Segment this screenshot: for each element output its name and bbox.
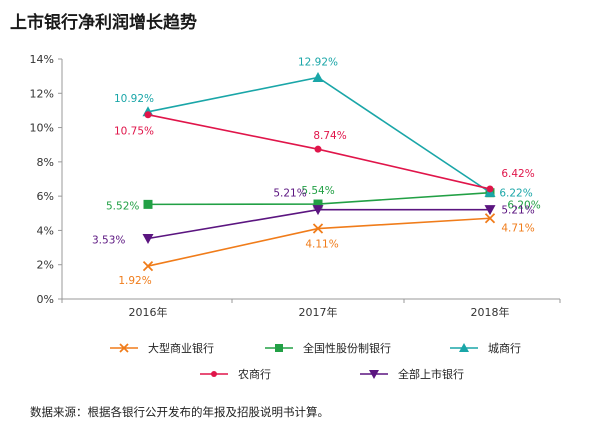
y-tick-label: 2% (37, 259, 54, 272)
legend-marker-joint-stock-bank (275, 344, 283, 352)
legend-marker-rural-bank (211, 371, 217, 377)
data-label-rural-bank: 8.74% (313, 130, 346, 142)
y-tick-label: 10% (30, 122, 54, 135)
y-tick-label: 8% (37, 156, 54, 169)
data-label-all-listed-bank: 5.21% (273, 188, 306, 200)
data-label-large-bank: 4.71% (501, 222, 534, 234)
data-label-all-listed-bank: 3.53% (92, 234, 125, 246)
data-point-all-listed-bank (484, 205, 496, 216)
x-tick-label: 2017年 (299, 305, 338, 319)
data-point-all-listed-bank (142, 233, 154, 244)
data-point-joint-stock-bank (313, 199, 323, 209)
series-line-all-listed-bank (147, 208, 490, 240)
legend-marker-all-listed-bank (369, 370, 379, 379)
data-point-all-listed-bank (312, 205, 324, 216)
legend-label-joint-stock-bank: 全国性股份制银行 (303, 341, 391, 355)
y-tick-label: 4% (37, 224, 54, 237)
data-label-all-listed-bank: 5.21% (501, 205, 534, 217)
data-point-rural-bank (314, 145, 322, 153)
data-label-city-bank: 10.92% (114, 93, 154, 105)
data-point-rural-bank (486, 185, 494, 193)
data-label-city-bank: 12.92% (298, 57, 338, 69)
data-point-large-bank (142, 260, 154, 272)
x-tick-label: 2016年 (129, 305, 168, 319)
legend-marker-city-bank (459, 343, 469, 352)
data-label-rural-bank: 10.75% (114, 126, 154, 138)
legend-label-large-bank: 大型商业银行 (148, 341, 214, 355)
source-note: 数据来源：根据各银行公开发布的年报及招股说明书计算。 (30, 405, 329, 419)
x-tick-label: 2018年 (471, 305, 510, 319)
data-point-large-bank (312, 223, 324, 234)
data-label-joint-stock-bank: 6.20% (507, 200, 540, 212)
data-point-rural-bank (144, 111, 152, 119)
data-label-city-bank: 6.22% (499, 187, 532, 199)
data-label-rural-bank: 6.42% (501, 168, 534, 180)
legend-label-city-bank: 城商行 (488, 341, 521, 355)
data-point-city-bank (312, 72, 324, 83)
y-tick-label: 12% (30, 87, 54, 100)
data-label-large-bank: 4.11% (305, 239, 338, 251)
y-tick-label: 6% (37, 190, 54, 203)
data-label-joint-stock-bank: 5.54% (301, 185, 334, 197)
data-label-joint-stock-bank: 5.52% (106, 200, 139, 212)
y-tick-label: 0% (37, 293, 54, 306)
y-tick-label: 14% (30, 53, 54, 66)
chart-title: 上市银行净利润增长趋势 (10, 13, 197, 33)
data-point-large-bank (484, 213, 496, 224)
legend-label-all-listed-bank: 全部上市银行 (398, 367, 464, 381)
data-point-joint-stock-bank (143, 199, 153, 209)
legend-marker-large-bank (119, 343, 129, 353)
legend-label-rural-bank: 农商行 (238, 367, 271, 381)
data-label-large-bank: 1.92% (118, 275, 151, 287)
